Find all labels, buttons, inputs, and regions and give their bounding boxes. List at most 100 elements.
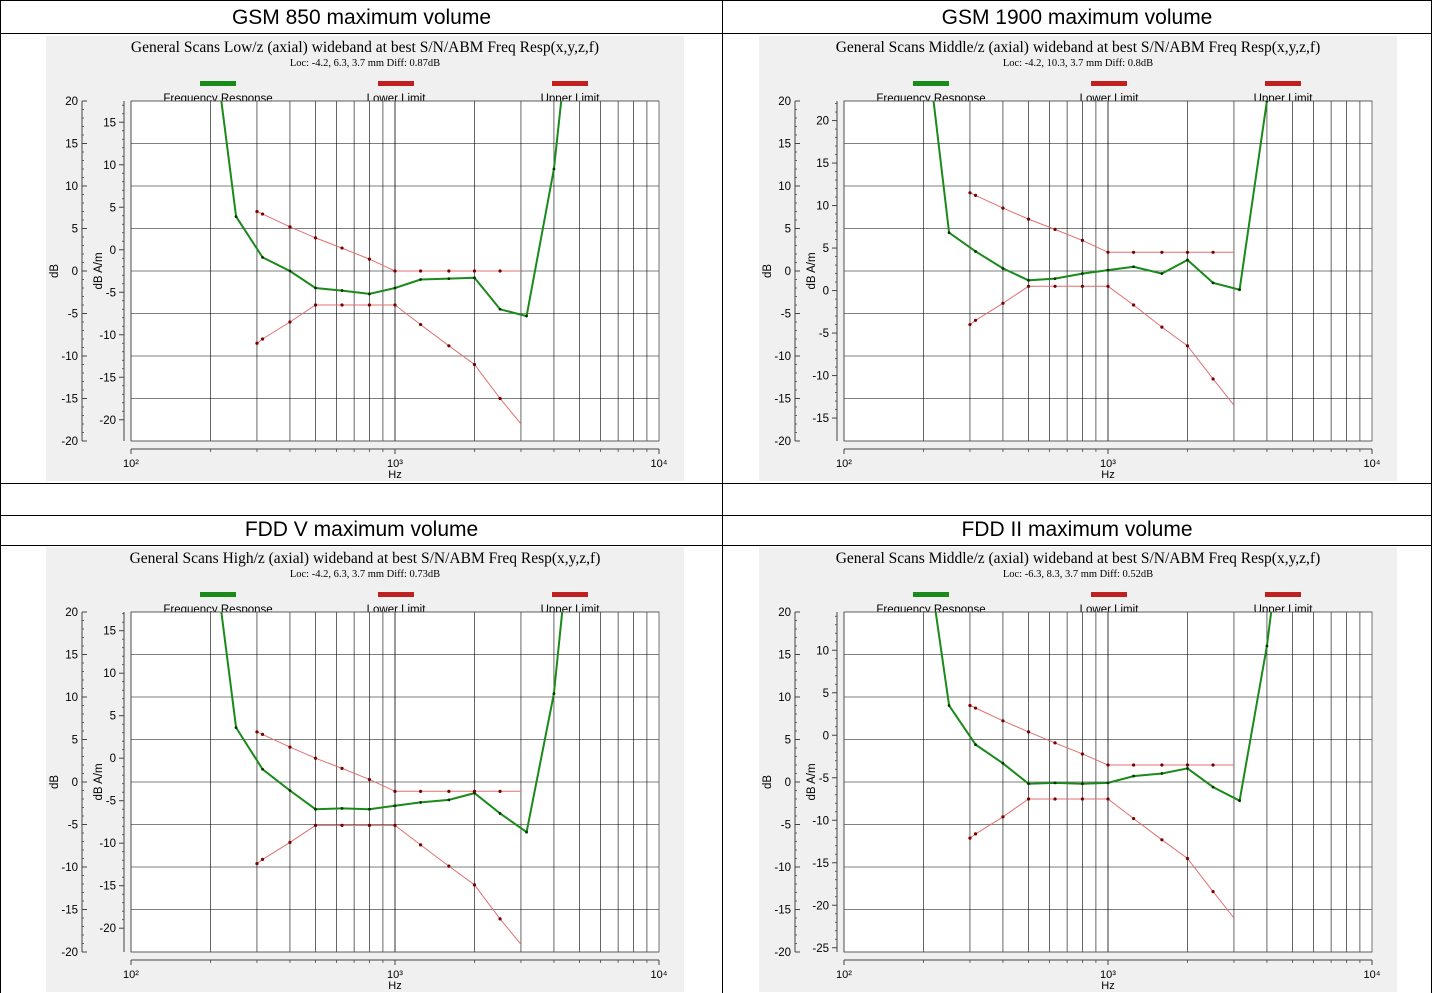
cell-title-gsm1900: GSM 1900 maximum volume [941, 6, 1213, 29]
series-point-upper-limit [1080, 238, 1085, 242]
series-point-upper-limit [313, 756, 318, 760]
series-point-frequency-response [1186, 767, 1189, 770]
y-tick-label-left: 15 [778, 139, 791, 151]
series-point-upper-limit [1160, 250, 1164, 254]
y2-tick-label: 10 [816, 201, 829, 213]
series-point-frequency-response [368, 292, 371, 296]
legend-swatch-lower [1091, 592, 1127, 597]
y-tick-label-left: 10 [778, 181, 791, 193]
series-point-lower-limit [1001, 815, 1005, 819]
series-point-lower-limit [968, 836, 972, 840]
series-point-upper-limit [1131, 250, 1136, 254]
series-point-lower-limit [255, 862, 259, 866]
freq-response-chart-fddv: General Scans High/z (axial) wideband at… [49, 550, 668, 992]
x-tick-label: 10² [123, 969, 139, 981]
series-point-frequency-response [447, 277, 451, 281]
series-point-frequency-response [1053, 277, 1057, 281]
table-border-mid [722, 0, 723, 993]
freq-response-chart-gsm850: General Scans Low/z (axial) wideband at … [49, 39, 668, 481]
y-tick-label-left: -20 [61, 436, 78, 448]
y-tick-label-left: 15 [65, 139, 78, 151]
y-tick-label-left: 5 [785, 735, 791, 747]
x-tick-label: 10³ [387, 969, 403, 981]
series-point-lower-limit [973, 832, 978, 836]
series-point-upper-limit [968, 703, 972, 708]
y-axis-label-right: dB A/m [806, 763, 818, 800]
plot-frame [843, 100, 1373, 442]
y-tick-label-left: -5 [781, 820, 791, 832]
series-group [934, 612, 1273, 919]
y-tick-label-left: 15 [65, 650, 78, 662]
series-point-lower-limit [498, 917, 502, 921]
series-point-upper-limit [1080, 752, 1085, 756]
chart-subtitle: Loc: -6.3, 8.3, 3.7 mm Diff: 0.52dB [1003, 569, 1153, 580]
series-point-frequency-response [1238, 288, 1241, 292]
series-point-frequency-response [1132, 265, 1135, 269]
series-point-upper-limit [1053, 227, 1057, 231]
y2-tick-label: 20 [816, 116, 829, 128]
y2-tick-label: 5 [110, 202, 116, 214]
series-point-upper-limit [367, 257, 372, 261]
series-line-lower-limit [256, 304, 522, 425]
y2-tick-label: -15 [812, 413, 829, 425]
series-point-lower-limit [260, 857, 265, 861]
series-point-upper-limit [1211, 250, 1215, 254]
series-line-upper-limit [256, 211, 521, 272]
table-border-h1 [0, 33, 1432, 34]
legend-swatch-lower [378, 592, 414, 597]
chart-subtitle: Loc: -4.2, 6.3, 3.7 mm Diff: 0.73dB [290, 569, 440, 580]
y-tick-label-left: 0 [72, 266, 78, 278]
series-point-upper-limit [255, 730, 259, 734]
series-point-upper-limit [418, 269, 423, 273]
legend-swatch-freq [200, 592, 236, 597]
y2-tick-label: 0 [110, 753, 116, 765]
series-point-frequency-response [288, 269, 292, 273]
y-tick-label-left: -5 [68, 309, 78, 321]
series-point-frequency-response [1081, 782, 1084, 786]
y2-tick-label: -5 [106, 796, 116, 808]
y2-tick-label: 0 [110, 245, 116, 257]
series-point-lower-limit [393, 823, 397, 827]
x-axis-label: Hz [388, 980, 401, 992]
x-axis-label: Hz [1101, 469, 1114, 481]
legend-swatch-upper [552, 81, 588, 86]
series-point-lower-limit [1185, 344, 1190, 348]
series-point-lower-limit [968, 322, 972, 327]
chart-panel-fddii: General Scans Middle/z (axial) wideband … [759, 547, 1397, 992]
series-point-lower-limit [1053, 284, 1057, 288]
freq-response-chart-fddii: General Scans Middle/z (axial) wideband … [762, 550, 1381, 992]
x-tick-label: 10³ [1100, 969, 1116, 981]
series-line-upper-limit [969, 705, 1234, 766]
cell-empty-right [723, 487, 1431, 511]
series-point-frequency-response [1186, 258, 1189, 262]
y2-tick-label: -25 [812, 943, 829, 955]
y2-tick-label: -5 [106, 287, 116, 299]
chart-title: General Scans Middle/z (axial) wideband … [836, 550, 1321, 567]
y-tick-label-left: -15 [61, 905, 78, 917]
series-point-lower-limit [418, 322, 423, 327]
series-point-frequency-response [947, 704, 951, 707]
series-point-lower-limit [1080, 797, 1085, 801]
chart-subtitle: Loc: -4.2, 6.3, 3.7 mm Diff: 0.87dB [290, 58, 440, 69]
series-point-frequency-response [552, 692, 556, 695]
series-line-lower-limit [969, 285, 1235, 406]
y2-tick-label: -10 [812, 815, 829, 827]
series-line-upper-limit [256, 731, 521, 792]
series-point-frequency-response [1265, 644, 1269, 648]
y2-tick-label: -15 [99, 881, 116, 893]
series-point-upper-limit [472, 269, 477, 273]
y2-tick-label: 10 [816, 645, 829, 657]
series-point-upper-limit [260, 732, 265, 736]
y-tick-label-left: -20 [774, 436, 791, 448]
legend-swatch-upper [1265, 592, 1301, 597]
series-point-frequency-response [234, 726, 238, 729]
series-point-frequency-response [1081, 272, 1084, 275]
cell-title-fddv: FDD V maximum volume [244, 518, 479, 541]
series-point-lower-limit [340, 823, 344, 827]
x-axis-label: Hz [388, 469, 401, 481]
series-point-frequency-response [288, 789, 292, 792]
y-tick-label-left: 20 [778, 607, 791, 619]
table-border-h2 [0, 483, 1432, 484]
series-point-lower-limit [260, 337, 265, 341]
series-point-upper-limit [288, 225, 292, 229]
